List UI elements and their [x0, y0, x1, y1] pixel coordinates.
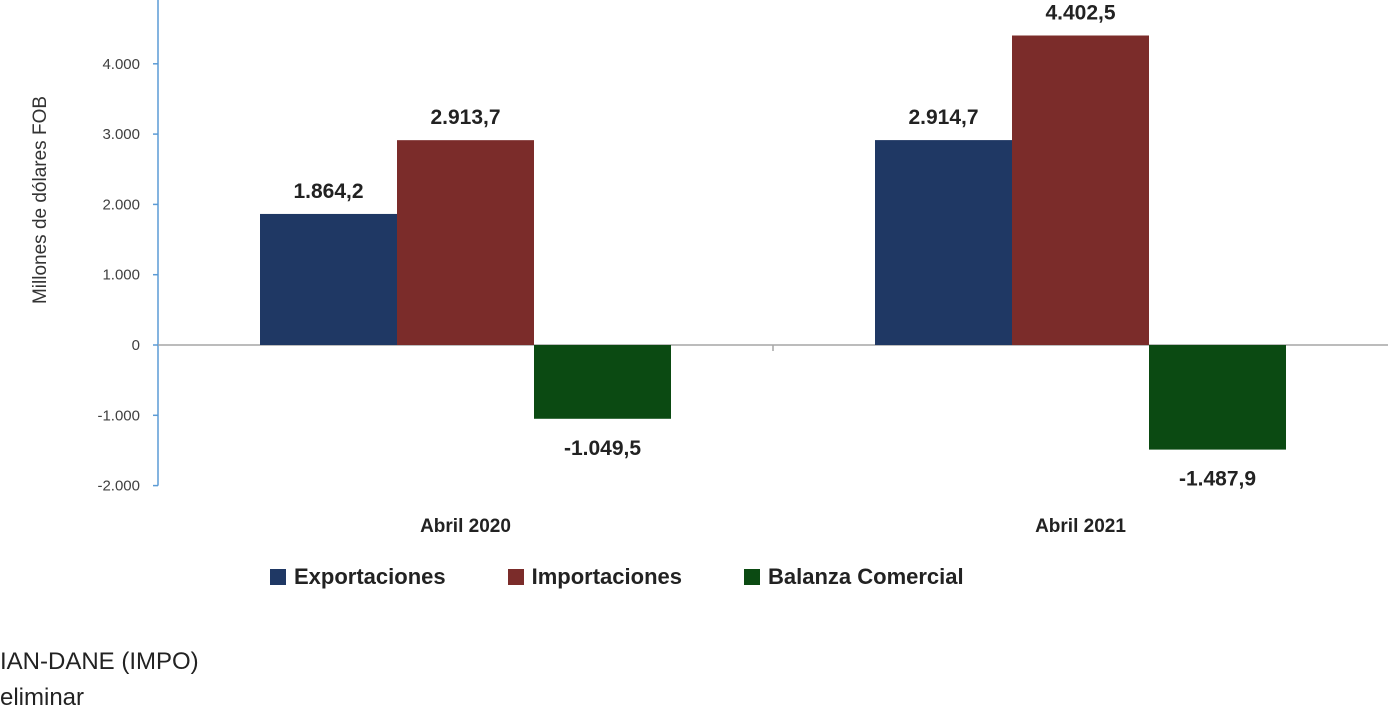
legend-item-importaciones: Importaciones — [507, 564, 682, 590]
category-labels: Abril 2020 Abril 2021 — [420, 516, 1126, 537]
y-tick-label: 5.000 — [102, 0, 140, 3]
legend-label-balanza: Balanza Comercial — [767, 564, 964, 589]
bar-importaciones — [397, 140, 534, 345]
legend: Exportaciones Importaciones Balanza Come… — [270, 564, 1026, 590]
data-label: -1.487,9 — [1179, 468, 1256, 491]
bar-exportaciones — [260, 213, 397, 345]
data-labels: 1.864,2 2.913,7 -1.049,5 2.914,7 4.402,5 -1.4… — [293, 2, 1256, 491]
y-tick-label: 2.000 — [102, 196, 140, 213]
data-label: 1.864,2 — [293, 180, 363, 203]
bars — [260, 35, 1286, 450]
y-axis: -2.000 -1.000 0 1.000 2.000 3.000 4.000 5.000 — [97, 0, 159, 495]
y-tick-label: 3.000 — [102, 126, 140, 143]
legend-swatch-importaciones — [507, 569, 524, 585]
bar-exportaciones — [875, 140, 1012, 345]
data-label: 2.913,7 — [430, 106, 500, 129]
preliminary-note: eliminar — [0, 684, 85, 711]
category-label: Abril 2020 — [420, 516, 511, 537]
y-tick-label: 1.000 — [102, 267, 140, 284]
legend-label-exportaciones: Exportaciones — [294, 564, 446, 589]
y-axis-title: Millones de dólares FOB — [30, 96, 51, 304]
legend-swatch-exportaciones — [270, 569, 286, 585]
legend-label-importaciones: Importaciones — [531, 564, 682, 589]
data-label: 4.402,5 — [1045, 2, 1115, 25]
legend-item-balanza: Balanza Comercial — [743, 564, 964, 590]
y-tick-label: 0 — [132, 337, 140, 354]
legend-item-exportaciones: Exportaciones — [270, 564, 446, 590]
legend-swatch-balanza — [743, 569, 760, 585]
y-tick-label: -1.000 — [97, 407, 140, 424]
category-label: Abril 2021 — [1035, 516, 1126, 537]
y-tick-label: -2.000 — [97, 478, 140, 495]
data-label: -1.049,5 — [564, 437, 641, 460]
bar-balanza-comercial — [534, 345, 671, 419]
y-tick-label: 4.000 — [102, 56, 140, 73]
bar-balanza-comercial — [1149, 345, 1286, 450]
bar-importaciones — [1012, 35, 1149, 346]
data-label: 2.914,7 — [908, 106, 978, 129]
source-note: IAN-DANE (IMPO) — [0, 648, 199, 675]
